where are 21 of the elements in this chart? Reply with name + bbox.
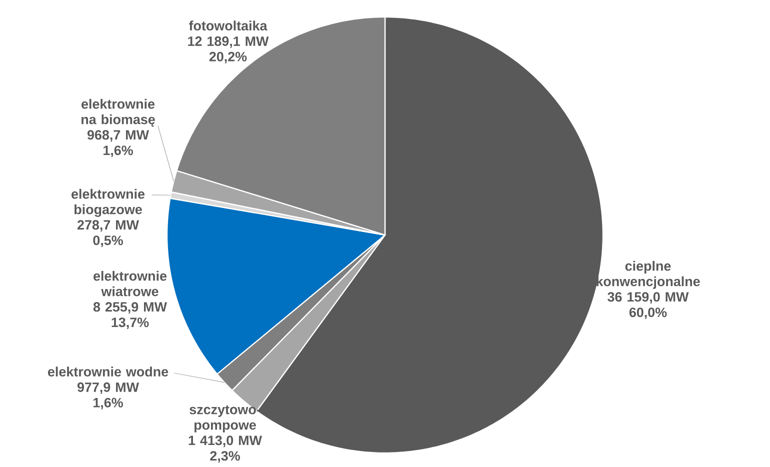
- data-label: 977,9 MW: [77, 382, 140, 394]
- text: 2,3%: [210, 451, 240, 463]
- slice-label: cieplne konwencjonalne: [596, 260, 700, 289]
- slice-label: fotowoltaika: [189, 20, 268, 30]
- data-label: 278,7 MW: [77, 220, 140, 232]
- slice-label: elektrownie wodne: [48, 366, 168, 376]
- text: 60,0%: [629, 308, 667, 320]
- slice-label: elektrownie biogazowe: [72, 188, 145, 217]
- slice-label: elektrownie na biomasę: [82, 98, 155, 127]
- text: 13,7%: [112, 318, 149, 330]
- data-label: 12 189,1 MW: [188, 36, 269, 48]
- data-label: 968,7 MW: [87, 130, 150, 142]
- data-label: 36 159,0 MW: [608, 292, 689, 304]
- text: 20,2%: [209, 52, 247, 64]
- text: 0,5%: [93, 236, 123, 248]
- text: 1,6%: [104, 146, 133, 158]
- text: 1,6%: [94, 398, 123, 410]
- data-label: 1 413,0 MW: [188, 436, 262, 448]
- slice-label: szczytowo-pompowe: [190, 405, 260, 432]
- slice-label: elektrownie wiatrowe: [94, 270, 167, 296]
- data-label: 8 255,9 MW: [93, 302, 167, 314]
